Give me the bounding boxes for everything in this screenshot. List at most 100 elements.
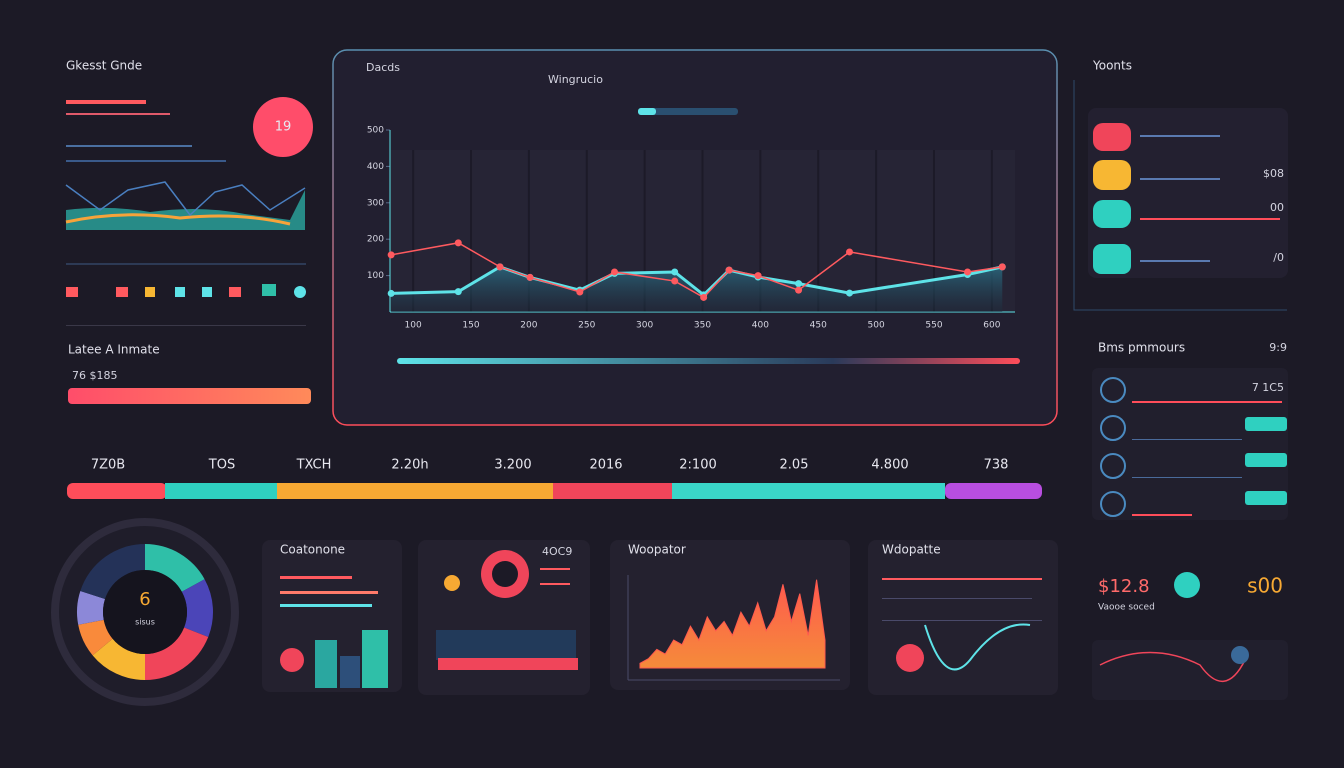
line-chart: 100 150 200 250 300 350 400 450 500 550 600 100 200 3… [367,126,1015,331]
timeline-segment [165,483,277,499]
row-button[interactable] [1245,491,1287,505]
x-tick-label: 350 [694,321,711,331]
timeline-label: 3.200 [494,458,531,473]
deco-icon [1174,572,1200,598]
card-value: 4OC9 [542,545,572,558]
list-value: 7 1C5 [1252,381,1284,394]
data-point [964,268,972,276]
data-point [454,288,462,296]
icon [145,287,155,297]
x-tick-label: 300 [636,321,653,331]
timeline-segment [277,483,553,499]
donut-hole [103,570,187,654]
data-point [526,273,534,281]
icon [229,287,241,297]
card-title: Wdopatte [882,543,941,557]
deco-line [540,583,570,585]
deco-icon [492,561,518,587]
kpi-badge: s00 [1247,574,1283,598]
x-tick-label: 450 [810,321,827,331]
data-point [671,277,679,285]
deco-line [1132,477,1242,478]
row-icon [1100,377,1126,403]
x-tick-label: 100 [405,321,422,331]
deco-line [1140,218,1280,220]
deco-block [362,630,388,688]
list-value: $08 [1263,167,1284,180]
deco-line [1132,514,1192,516]
x-tick-label: 150 [462,321,479,331]
card [868,540,1058,695]
deco-line [66,145,192,147]
deco-line [882,620,1042,621]
deco-icon [896,644,924,672]
deco-icon [1231,646,1249,664]
x-tick-label: 550 [925,321,942,331]
x-tick-label: 500 [868,321,885,331]
data-point [845,248,853,256]
donut-segment [76,590,106,625]
data-point [611,268,619,276]
data-point [754,272,762,280]
timeline-label: 2.20h [391,458,428,473]
x-tick-label: 200 [520,321,537,331]
data-point [845,289,853,297]
deco-line [65,181,306,217]
donut-segment [92,638,145,680]
deco-block [436,630,576,660]
donut-label: 6 [139,589,150,610]
deco-line [1140,260,1210,262]
divider [66,325,306,326]
data-point [576,288,584,296]
deco-line [882,598,1032,599]
deco-line [66,160,226,162]
data-point [700,293,708,301]
deco-block [438,658,578,670]
area [639,579,826,669]
deco-block [340,656,360,688]
data-point [795,286,803,294]
row-button[interactable] [1245,453,1287,467]
data-point [725,266,733,274]
data-point [387,251,395,259]
donut-segment [80,544,145,600]
donut-segment [145,544,205,592]
deco-line [1099,651,1246,683]
data-point [387,289,395,297]
icon [202,287,212,297]
y-tick-label: 500 [367,126,384,136]
y-tick-label: 200 [367,235,384,245]
area-chart [627,575,840,681]
panel [1092,368,1288,520]
timeline-segment [672,483,945,499]
card-title: Coatonone [280,543,345,557]
icon [116,287,128,297]
donut-sublabel: sisus [135,618,155,627]
panel-title: Gkesst Gnde [66,59,142,73]
data-point [454,239,462,247]
deco-block [315,640,337,688]
data-point [998,263,1006,271]
deco-line [1140,178,1220,180]
deco-line [1132,401,1282,403]
donut-segment [78,619,113,656]
icon [175,287,185,297]
x-tick-label: 250 [578,321,595,331]
list-icon [1093,244,1131,274]
list-icon [1093,123,1131,151]
list-value: /0 [1273,251,1284,264]
deco-line [66,113,170,115]
list-value: 00 [1270,201,1284,214]
badge [253,97,313,157]
panel-corner: 9:9 [1269,341,1287,354]
icon [66,287,78,297]
x-tick-label: 600 [983,321,1000,331]
row-icon [1100,453,1126,479]
stat-title: Latee A Inmate [68,343,160,357]
kpi-caption: Vaooe soced [1098,603,1155,613]
row-button[interactable] [1245,417,1287,431]
range-slider[interactable] [397,358,1020,364]
row-icon [1100,415,1126,441]
